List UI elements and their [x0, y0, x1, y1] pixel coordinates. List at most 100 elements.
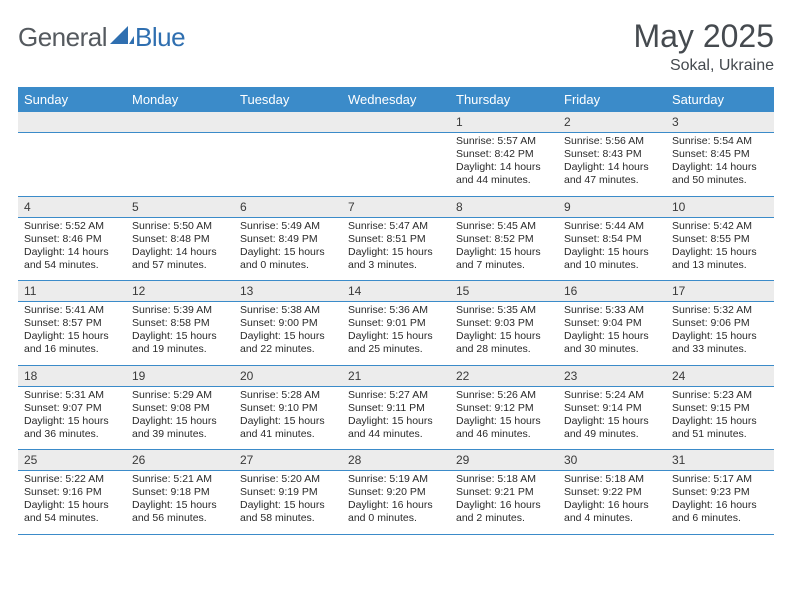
day-content-cell: Sunrise: 5:29 AMSunset: 9:08 PMDaylight:… — [126, 386, 234, 450]
day-number-cell: 6 — [234, 196, 342, 217]
day-number: 7 — [342, 197, 450, 217]
sunset-line: Sunset: 9:08 PM — [132, 402, 228, 415]
dow-header: Thursday — [450, 87, 558, 112]
sunrise-line: Sunrise: 5:44 AM — [564, 220, 660, 233]
brand-sail-icon — [110, 24, 134, 51]
day-number-cell: 2 — [558, 112, 666, 133]
day-content: Sunrise: 5:21 AMSunset: 9:18 PMDaylight:… — [126, 471, 234, 534]
daylight-line: Daylight: 15 hours and 0 minutes. — [240, 246, 336, 272]
day-content-cell: Sunrise: 5:42 AMSunset: 8:55 PMDaylight:… — [666, 217, 774, 281]
day-number-cell: 3 — [666, 112, 774, 133]
daylight-line: Daylight: 15 hours and 49 minutes. — [564, 415, 660, 441]
week-daynum-row: 123 — [18, 112, 774, 133]
day-number-cell: 8 — [450, 196, 558, 217]
sunset-line: Sunset: 8:52 PM — [456, 233, 552, 246]
day-number: 2 — [558, 112, 666, 132]
sunset-line: Sunset: 9:21 PM — [456, 486, 552, 499]
sunset-line: Sunset: 8:42 PM — [456, 148, 552, 161]
sunset-line: Sunset: 9:15 PM — [672, 402, 768, 415]
day-content: Sunrise: 5:44 AMSunset: 8:54 PMDaylight:… — [558, 218, 666, 281]
month-title: May 2025 — [633, 18, 774, 55]
day-content-cell: Sunrise: 5:26 AMSunset: 9:12 PMDaylight:… — [450, 386, 558, 450]
day-content-cell — [126, 133, 234, 197]
daylight-line: Daylight: 15 hours and 56 minutes. — [132, 499, 228, 525]
day-content-cell — [18, 133, 126, 197]
sunset-line: Sunset: 9:22 PM — [564, 486, 660, 499]
day-content: Sunrise: 5:18 AMSunset: 9:21 PMDaylight:… — [450, 471, 558, 534]
sunset-line: Sunset: 8:54 PM — [564, 233, 660, 246]
day-content-cell: Sunrise: 5:35 AMSunset: 9:03 PMDaylight:… — [450, 302, 558, 366]
sunset-line: Sunset: 8:51 PM — [348, 233, 444, 246]
sunrise-line: Sunrise: 5:28 AM — [240, 389, 336, 402]
day-number-cell: 5 — [126, 196, 234, 217]
day-number: 23 — [558, 366, 666, 386]
dow-header: Sunday — [18, 87, 126, 112]
sunset-line: Sunset: 8:43 PM — [564, 148, 660, 161]
day-number-cell: 27 — [234, 450, 342, 471]
sunset-line: Sunset: 9:12 PM — [456, 402, 552, 415]
daylight-line: Daylight: 15 hours and 36 minutes. — [24, 415, 120, 441]
day-number: 3 — [666, 112, 774, 132]
day-number-cell: 22 — [450, 365, 558, 386]
sunrise-line: Sunrise: 5:19 AM — [348, 473, 444, 486]
location-label: Sokal, Ukraine — [633, 57, 774, 75]
daylight-line: Daylight: 14 hours and 47 minutes. — [564, 161, 660, 187]
sunset-line: Sunset: 9:23 PM — [672, 486, 768, 499]
day-number-cell — [18, 112, 126, 133]
daylight-line: Daylight: 15 hours and 41 minutes. — [240, 415, 336, 441]
day-content-cell: Sunrise: 5:18 AMSunset: 9:21 PMDaylight:… — [450, 471, 558, 535]
day-number: 1 — [450, 112, 558, 132]
day-content-cell: Sunrise: 5:50 AMSunset: 8:48 PMDaylight:… — [126, 217, 234, 281]
day-content-cell — [234, 133, 342, 197]
day-content-cell: Sunrise: 5:31 AMSunset: 9:07 PMDaylight:… — [18, 386, 126, 450]
daylight-line: Daylight: 15 hours and 3 minutes. — [348, 246, 444, 272]
day-number: 6 — [234, 197, 342, 217]
day-content: Sunrise: 5:31 AMSunset: 9:07 PMDaylight:… — [18, 387, 126, 450]
calendar-head: SundayMondayTuesdayWednesdayThursdayFrid… — [18, 87, 774, 112]
sunset-line: Sunset: 8:55 PM — [672, 233, 768, 246]
day-number — [18, 112, 126, 118]
day-content-cell: Sunrise: 5:20 AMSunset: 9:19 PMDaylight:… — [234, 471, 342, 535]
sunset-line: Sunset: 8:57 PM — [24, 317, 120, 330]
day-number: 28 — [342, 450, 450, 470]
day-content: Sunrise: 5:29 AMSunset: 9:08 PMDaylight:… — [126, 387, 234, 450]
daylight-line: Daylight: 15 hours and 7 minutes. — [456, 246, 552, 272]
day-number: 9 — [558, 197, 666, 217]
day-content-cell: Sunrise: 5:24 AMSunset: 9:14 PMDaylight:… — [558, 386, 666, 450]
day-number-cell: 26 — [126, 450, 234, 471]
sunrise-line: Sunrise: 5:23 AM — [672, 389, 768, 402]
day-content — [18, 133, 126, 182]
day-content-cell: Sunrise: 5:52 AMSunset: 8:46 PMDaylight:… — [18, 217, 126, 281]
sunset-line: Sunset: 8:48 PM — [132, 233, 228, 246]
day-content: Sunrise: 5:26 AMSunset: 9:12 PMDaylight:… — [450, 387, 558, 450]
brand-logo: General Blue — [18, 18, 185, 53]
day-number: 5 — [126, 197, 234, 217]
day-number-cell: 18 — [18, 365, 126, 386]
sunset-line: Sunset: 8:49 PM — [240, 233, 336, 246]
day-content: Sunrise: 5:28 AMSunset: 9:10 PMDaylight:… — [234, 387, 342, 450]
dow-header: Tuesday — [234, 87, 342, 112]
day-number: 19 — [126, 366, 234, 386]
daylight-line: Daylight: 15 hours and 54 minutes. — [24, 499, 120, 525]
dow-row: SundayMondayTuesdayWednesdayThursdayFrid… — [18, 87, 774, 112]
sunset-line: Sunset: 9:07 PM — [24, 402, 120, 415]
day-content-cell: Sunrise: 5:36 AMSunset: 9:01 PMDaylight:… — [342, 302, 450, 366]
sunset-line: Sunset: 9:04 PM — [564, 317, 660, 330]
day-content-cell: Sunrise: 5:56 AMSunset: 8:43 PMDaylight:… — [558, 133, 666, 197]
day-content-cell — [342, 133, 450, 197]
sunset-line: Sunset: 9:00 PM — [240, 317, 336, 330]
day-number: 31 — [666, 450, 774, 470]
sunset-line: Sunset: 9:19 PM — [240, 486, 336, 499]
day-content: Sunrise: 5:39 AMSunset: 8:58 PMDaylight:… — [126, 302, 234, 365]
day-number: 10 — [666, 197, 774, 217]
week-content-row: Sunrise: 5:31 AMSunset: 9:07 PMDaylight:… — [18, 386, 774, 450]
sunrise-line: Sunrise: 5:39 AM — [132, 304, 228, 317]
day-number: 18 — [18, 366, 126, 386]
day-number-cell: 4 — [18, 196, 126, 217]
sunset-line: Sunset: 9:20 PM — [348, 486, 444, 499]
daylight-line: Daylight: 15 hours and 51 minutes. — [672, 415, 768, 441]
day-number-cell: 23 — [558, 365, 666, 386]
daylight-line: Daylight: 15 hours and 16 minutes. — [24, 330, 120, 356]
day-number-cell: 30 — [558, 450, 666, 471]
week-content-row: Sunrise: 5:57 AMSunset: 8:42 PMDaylight:… — [18, 133, 774, 197]
